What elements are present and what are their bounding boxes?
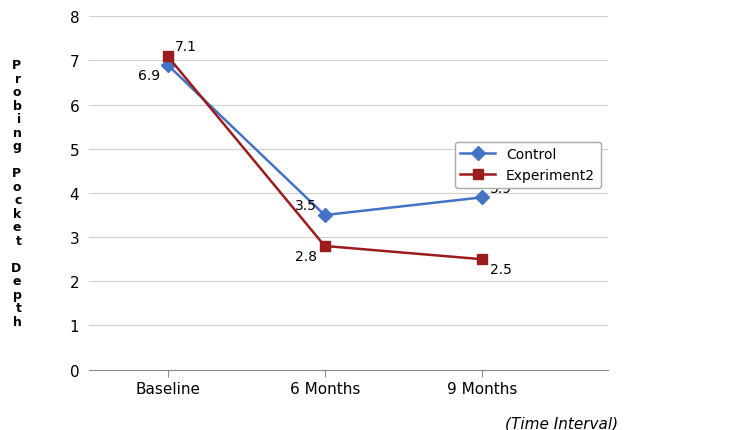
Control [477,195,486,200]
Legend: Control, Experiment2: Control, Experiment2 [455,142,601,188]
Line: Control: Control [163,61,487,221]
Text: 3.5: 3.5 [295,199,317,213]
Text: 2.8: 2.8 [295,249,317,263]
Text: 3.9: 3.9 [490,181,512,195]
Text: 7.1: 7.1 [176,40,197,54]
Line: Experiment2: Experiment2 [163,52,487,264]
Experiment2 [320,244,329,249]
Control [163,63,172,68]
Control [320,213,329,218]
Experiment2 [477,257,486,262]
Text: P
r
o
b
i
n
g

P
o
c
k
e
t

D
e
p
t
h: P r o b i n g P o c k e t D e p t h [11,59,21,328]
Text: 2.5: 2.5 [490,262,511,276]
Experiment2 [163,54,172,59]
Text: 6.9: 6.9 [138,68,159,83]
Text: (Time Interval): (Time Interval) [505,416,618,430]
